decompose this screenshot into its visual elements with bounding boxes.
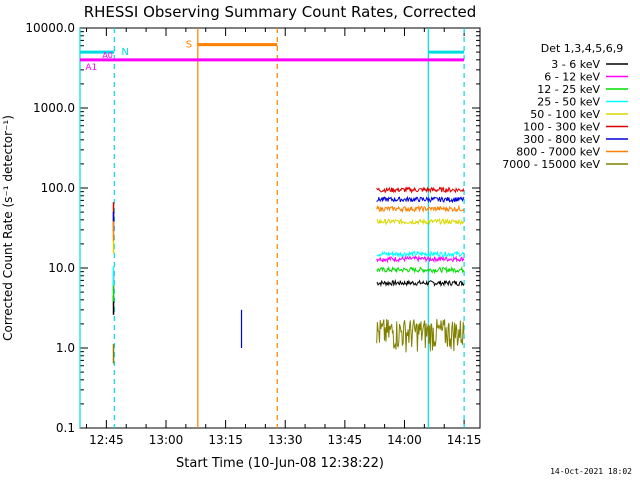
attenuator-label-a1: A1 <box>85 63 97 73</box>
x-tick-label-1: 13:00 <box>149 433 184 447</box>
legend-entry-label-3: 25 - 50 keV <box>537 96 600 109</box>
attenuator-label-a0: A0 <box>102 51 113 60</box>
series-line-6 <box>376 195 465 204</box>
y-tick-label-4: 1000.0 <box>33 101 75 115</box>
legend-entry-label-6: 300 - 800 keV <box>523 133 600 146</box>
series-line-7 <box>376 204 465 214</box>
plot-frame <box>79 27 481 429</box>
legend-entry-label-4: 50 - 100 keV <box>530 108 600 121</box>
legend-entry-label-7: 800 - 7000 keV <box>516 146 600 159</box>
series-line-0 <box>376 278 465 288</box>
series-line-2 <box>376 265 465 275</box>
night-label: N <box>121 47 128 58</box>
legend-entry-label-1: 6 - 12 keV <box>544 71 600 84</box>
series-line-4 <box>376 217 465 226</box>
x-tick-label-5: 14:00 <box>387 433 422 447</box>
x-tick-label-2: 13:15 <box>208 433 243 447</box>
y-tick-label-3: 100.0 <box>41 181 75 195</box>
x-tick-label-6: 14:15 <box>447 433 482 447</box>
series-line-8 <box>376 319 465 353</box>
y-axis-label: Corrected Count Rate (s⁻¹ detector⁻¹) <box>1 115 15 341</box>
x-tick-label-4: 13:45 <box>328 433 363 447</box>
x-tick-label-0: 12:45 <box>89 433 124 447</box>
y-tick-label-2: 10.0 <box>48 261 75 275</box>
series-line-1 <box>376 254 465 264</box>
x-axis: 12:45 13:00 13:15 13:30 13:45 14:00 14:15 <box>85 28 482 447</box>
legend-entry-label-5: 100 - 300 keV <box>523 121 600 134</box>
plot-marks: N S A0 A1 <box>79 28 465 428</box>
legend-entry-label-8: 7000 - 15000 keV <box>502 158 600 171</box>
y-axis: 0.1 1.0 10.0 100.0 1000.0 10000.0 <box>25 21 480 435</box>
legend-entry-label-0: 3 - 6 keV <box>551 58 600 71</box>
series-line-3 <box>376 249 465 259</box>
legend-entry-label-2: 12 - 25 keV <box>537 83 600 96</box>
x-tick-label-3: 13:30 <box>268 433 303 447</box>
y-tick-label-1: 1.0 <box>56 341 75 355</box>
footer-date: 14-Oct-2021 18:02 <box>550 467 632 476</box>
series-line-5 <box>376 186 465 194</box>
chart-title: RHESSI Observing Summary Count Rates, Co… <box>84 3 477 21</box>
y-tick-label-0: 0.1 <box>56 421 75 435</box>
saa-label: S <box>186 40 192 51</box>
legend-title: Det 1,3,4,5,6,9 <box>541 42 624 55</box>
y-tick-label-5: 10000.0 <box>25 21 75 35</box>
x-axis-label: Start Time (10-Jun-08 12:38:22) <box>176 456 384 471</box>
